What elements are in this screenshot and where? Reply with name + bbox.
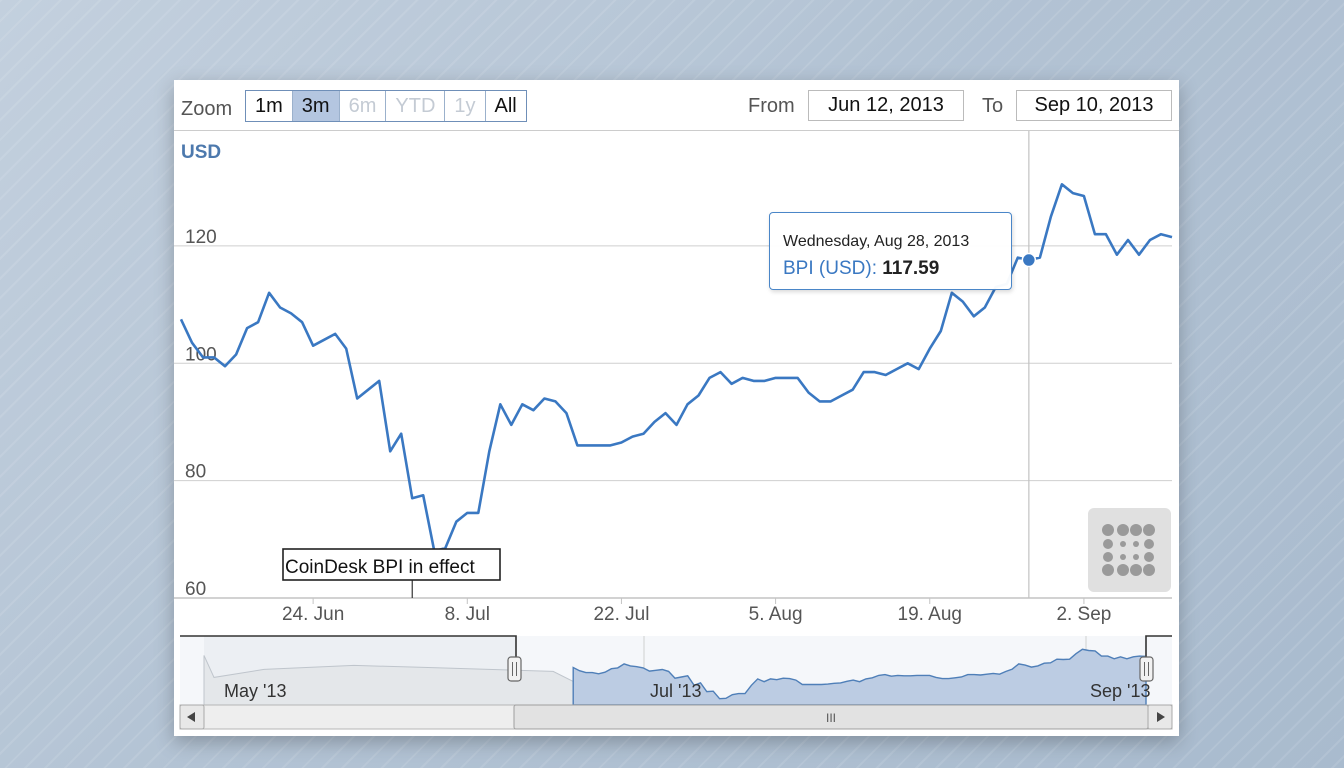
tooltip-value: 117.59 — [882, 258, 940, 279]
y-tick-label-80: 80 — [185, 462, 206, 483]
navigator-outline — [180, 635, 1172, 664]
scroll-right-button[interactable] — [1147, 704, 1173, 730]
bpi-series-line — [179, 183, 1173, 553]
x-tick-label-4: 19. Aug — [898, 604, 962, 625]
zoom-1m-button[interactable]: 1m — [246, 91, 293, 121]
navigator[interactable]: May '13 Jul '13 Sep '13 — [180, 635, 1172, 706]
tooltip-series-row: BPI (USD): 117.59 — [783, 258, 939, 280]
from-label: From — [748, 95, 795, 117]
x-tick-label-2: 22. Jul — [593, 604, 649, 625]
grid-lines — [174, 245, 1172, 482]
scroll-right-arrow-icon — [1157, 712, 1165, 722]
navigator-label-may: May '13 — [224, 681, 286, 701]
zoom-1y-button[interactable]: 1y — [445, 91, 486, 121]
zoom-6m-button[interactable]: 6m — [339, 91, 387, 121]
hover-marker — [1021, 252, 1037, 268]
x-tick-label-1: 8. Jul — [445, 604, 490, 625]
navigator-label-jul: Jul '13 — [650, 681, 701, 701]
export-menu-icon — [1102, 524, 1155, 576]
toolbar-divider — [174, 130, 1179, 131]
navigator-area-selected — [572, 648, 1147, 706]
zoom-all-button[interactable]: All — [485, 91, 526, 121]
navigator-handle-left[interactable] — [507, 656, 522, 682]
tooltip-date: Wednesday, Aug 28, 2013 — [783, 233, 970, 250]
scrollbar[interactable]: III — [179, 704, 1173, 730]
x-tick-label-0: 24. Jun — [282, 604, 344, 625]
bpi-series-points — [180, 183, 1173, 552]
to-label: To — [982, 95, 1004, 117]
range-selector: Zoom 1m 3m 6m YTD 1y All From To — [174, 80, 1179, 130]
from-date-input[interactable] — [808, 90, 964, 121]
flag-text: CoinDesk BPI in effect — [285, 557, 475, 578]
scrollbar-grip-icon: III — [826, 711, 836, 725]
y-tick-label-60: 60 — [185, 579, 206, 600]
zoom-ytd-button[interactable]: YTD — [386, 91, 446, 121]
scroll-left-arrow-icon — [187, 712, 195, 722]
zoom-button-group: 1m 3m 6m YTD 1y All — [245, 90, 527, 122]
zoom-label: Zoom — [181, 98, 233, 120]
navigator-handle-right[interactable] — [1139, 656, 1154, 682]
tooltip-separator: : — [871, 258, 877, 279]
x-tick-label-3: 5. Aug — [749, 604, 803, 625]
flag-box — [282, 548, 501, 581]
chart-panel: Zoom 1m 3m 6m YTD 1y All From To USD 60 8… — [174, 80, 1179, 736]
navigator-label-sep: Sep '13 — [1090, 681, 1151, 701]
to-date-input[interactable] — [1016, 90, 1172, 121]
zoom-3m-button[interactable]: 3m — [292, 91, 340, 121]
x-tick-label-5: 2. Sep — [1056, 604, 1111, 625]
y-axis-title: USD — [181, 142, 221, 163]
tooltip: Wednesday, Aug 28, 2013 BPI (USD): 117.5… — [769, 212, 1012, 290]
export-menu-button[interactable] — [1088, 508, 1171, 592]
x-axis-labels: 24. Jun 8. Jul 22. Jul 5. Aug 19. Aug 2. Sep — [282, 598, 1111, 625]
tooltip-series-label: BPI (USD) — [783, 258, 872, 279]
y-tick-label-120: 120 — [185, 227, 217, 248]
coindesk-flag[interactable]: CoinDesk BPI in effect — [282, 548, 501, 598]
scroll-left-button[interactable] — [179, 704, 205, 730]
